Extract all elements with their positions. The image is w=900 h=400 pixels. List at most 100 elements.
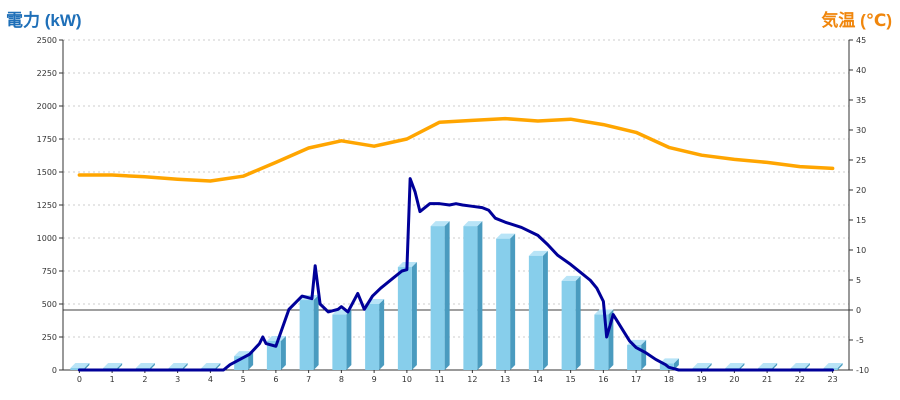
bar bbox=[627, 344, 642, 370]
right-tick-label: 40 bbox=[856, 66, 866, 75]
bar-side bbox=[477, 221, 483, 370]
bar-top bbox=[790, 363, 810, 369]
bar-side bbox=[510, 233, 516, 370]
bar-top bbox=[561, 275, 581, 281]
bar bbox=[299, 300, 314, 370]
right-tick-label: 30 bbox=[856, 126, 866, 135]
bar-top bbox=[266, 335, 286, 341]
bar-top bbox=[692, 363, 712, 369]
right-tick-label: 20 bbox=[856, 186, 866, 195]
bar-top bbox=[725, 363, 745, 369]
x-tick-label: 16 bbox=[598, 375, 608, 384]
left-tick-label: 1000 bbox=[37, 234, 57, 243]
x-tick-label: 12 bbox=[467, 375, 477, 384]
x-tick-label: 20 bbox=[729, 375, 739, 384]
bar bbox=[561, 280, 576, 370]
bar bbox=[430, 226, 445, 370]
right-tick-label: 25 bbox=[856, 156, 866, 165]
power-line bbox=[77, 177, 835, 372]
x-tick-label: 19 bbox=[697, 375, 707, 384]
bar bbox=[365, 304, 380, 370]
bar-top bbox=[201, 363, 221, 369]
bar-side bbox=[837, 363, 843, 370]
bar-side bbox=[706, 363, 712, 370]
x-tick-label: 14 bbox=[533, 375, 543, 384]
bar bbox=[266, 340, 281, 370]
bar-side bbox=[575, 275, 581, 370]
left-tick-label: 1250 bbox=[37, 201, 57, 210]
bar-side bbox=[215, 363, 221, 370]
bar-side bbox=[444, 221, 450, 370]
bar-side bbox=[379, 299, 385, 370]
bar-top bbox=[659, 358, 679, 364]
left-tick-label: 2000 bbox=[37, 102, 57, 111]
left-tick-label: 2500 bbox=[37, 36, 57, 45]
x-tick-label: 5 bbox=[241, 375, 246, 384]
bar-side bbox=[149, 363, 155, 370]
bar-side bbox=[280, 335, 286, 370]
bar-top bbox=[135, 363, 155, 369]
x-tick-label: 6 bbox=[273, 375, 278, 384]
bar-side bbox=[117, 363, 123, 370]
left-axis-title: 電力 (kW) bbox=[6, 11, 82, 30]
x-tick-label: 23 bbox=[828, 375, 838, 384]
right-tick-label: 5 bbox=[856, 276, 861, 285]
bar bbox=[496, 238, 511, 370]
x-tick-label: 3 bbox=[175, 375, 180, 384]
x-tick-label: 8 bbox=[339, 375, 344, 384]
x-tick-label: 22 bbox=[795, 375, 805, 384]
bar-top bbox=[70, 363, 90, 369]
bar-side bbox=[411, 262, 417, 370]
right-tick-label: 10 bbox=[856, 246, 866, 255]
right-tick-label: 0 bbox=[856, 306, 861, 315]
left-tick-label: 1750 bbox=[37, 135, 57, 144]
x-tick-label: 18 bbox=[664, 375, 674, 384]
left-tick-label: 1500 bbox=[37, 168, 57, 177]
bar-side bbox=[542, 250, 548, 370]
bar-side bbox=[313, 295, 319, 370]
x-tick-label: 21 bbox=[762, 375, 772, 384]
right-tick-label: -10 bbox=[856, 366, 869, 375]
bar-top bbox=[823, 363, 843, 369]
bar-side bbox=[641, 339, 647, 370]
bar-side bbox=[346, 309, 352, 370]
bar-side bbox=[739, 363, 745, 370]
bar-side bbox=[182, 363, 188, 370]
bar-top bbox=[168, 363, 188, 369]
x-tick-label: 13 bbox=[500, 375, 510, 384]
bar-side bbox=[84, 363, 90, 370]
left-tick-label: 750 bbox=[42, 267, 57, 276]
x-tick-label: 17 bbox=[631, 375, 641, 384]
bar-top bbox=[496, 233, 516, 239]
bar-top bbox=[463, 221, 483, 227]
right-tick-label: -5 bbox=[856, 336, 864, 345]
x-tick-label: 4 bbox=[208, 375, 213, 384]
bar-side bbox=[673, 358, 679, 370]
x-tick-label: 0 bbox=[77, 375, 82, 384]
right-tick-label: 15 bbox=[856, 216, 866, 225]
bar bbox=[70, 368, 85, 370]
x-tick-label: 2 bbox=[142, 375, 147, 384]
x-tick-label: 11 bbox=[435, 375, 445, 384]
left-tick-label: 500 bbox=[42, 300, 57, 309]
x-tick-label: 1 bbox=[110, 375, 115, 384]
bar-top bbox=[528, 250, 548, 256]
right-tick-label: 35 bbox=[856, 96, 866, 105]
x-tick-label: 7 bbox=[306, 375, 311, 384]
bar-top bbox=[103, 363, 123, 369]
left-tick-label: 0 bbox=[52, 366, 57, 375]
x-tick-label: 10 bbox=[402, 375, 412, 384]
bar-side bbox=[804, 363, 810, 370]
bar bbox=[332, 314, 347, 370]
bar-top bbox=[430, 221, 450, 227]
left-tick-label: 2250 bbox=[37, 69, 57, 78]
bar bbox=[463, 226, 478, 370]
x-tick-label: 15 bbox=[566, 375, 576, 384]
bar-top bbox=[758, 363, 778, 369]
bar bbox=[397, 267, 412, 370]
temperature-line bbox=[77, 116, 835, 183]
left-tick-label: 250 bbox=[42, 333, 57, 342]
bar bbox=[528, 255, 543, 370]
